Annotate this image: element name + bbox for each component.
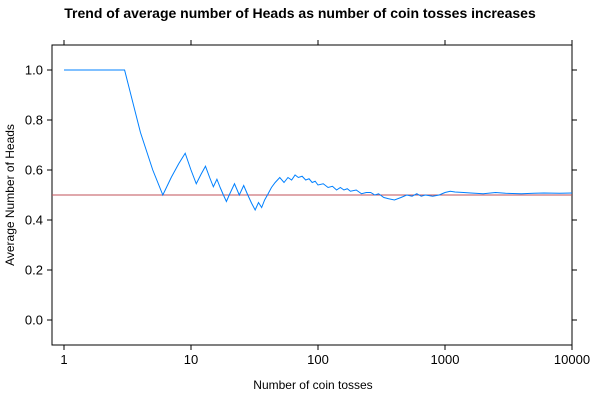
y-tick-label: 0.6	[25, 163, 43, 178]
x-tick-label: 100	[307, 352, 329, 367]
x-tick-label: 10000	[554, 352, 590, 367]
x-axis-ticks: 1 10 100 1000 10000	[60, 40, 590, 367]
y-tick-label: 0.8	[25, 113, 43, 128]
series-line	[64, 69, 573, 212]
x-tick-label: 10	[184, 352, 198, 367]
y-axis-label: Average Number of Heads	[3, 124, 17, 266]
y-tick-label: 0.0	[25, 313, 43, 328]
y-tick-label: 0.4	[25, 213, 43, 228]
x-tick-label: 1000	[431, 352, 460, 367]
y-axis-ticks: 0.0 0.2 0.4 0.6 0.8 1.0	[25, 63, 577, 328]
x-tick-label: 1	[60, 352, 67, 367]
y-tick-label: 0.2	[25, 263, 43, 278]
x-axis-label: Number of coin tosses	[253, 378, 372, 392]
chart-title: Trend of average number of Heads as numb…	[64, 5, 536, 21]
y-tick-label: 1.0	[25, 63, 43, 78]
